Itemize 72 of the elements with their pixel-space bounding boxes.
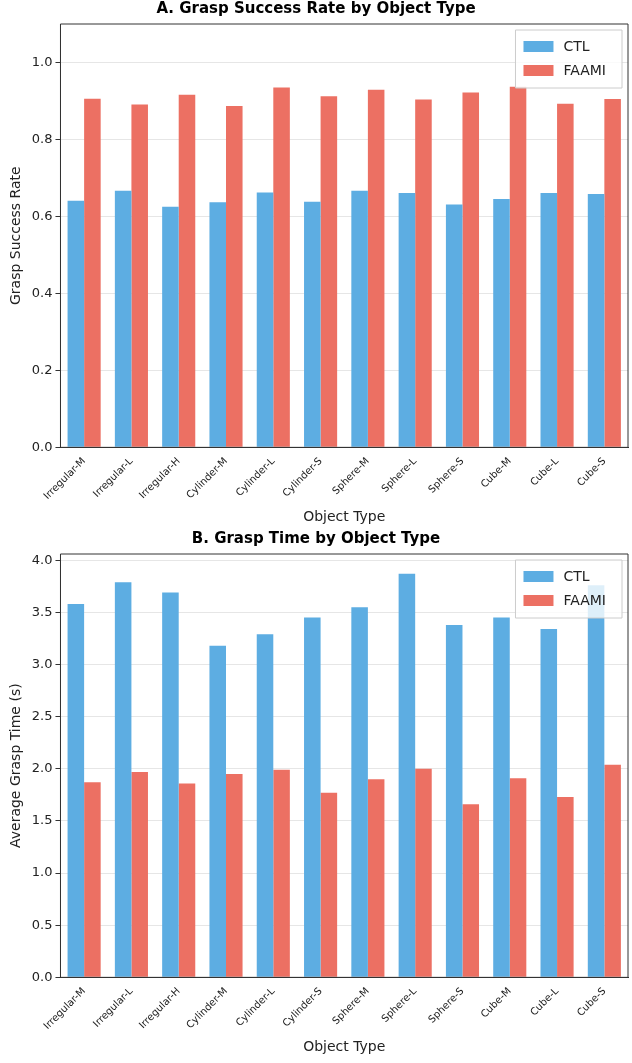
bar [178,783,196,977]
bar [351,607,368,977]
x-axis-title: Object Type [303,508,386,525]
bar [209,202,226,447]
y-tick-label: 1.0 [31,864,53,880]
bar [320,792,338,977]
bar [604,764,621,977]
bar [445,624,463,977]
y-tick-label: 1.5 [31,812,53,828]
bar [351,190,368,447]
y-tick-label: 0.6 [31,207,53,223]
bar [415,99,432,447]
bar [540,192,558,447]
bar [226,774,243,977]
y-axis-title: Grasp Success Rate [7,166,24,306]
y-tick-label: 2.5 [31,708,53,724]
bar [226,105,243,447]
legend-label: FAAMI [563,61,607,78]
legend-label: FAAMI [563,591,607,608]
bar [367,89,385,447]
y-axis-title: Average Grasp Time (s) [7,683,24,849]
y-tick-label: 3.0 [31,655,53,671]
legend-label: CTL [563,37,590,54]
bar [84,782,101,977]
bar [604,99,621,447]
bar [67,200,85,447]
bar [462,804,480,977]
x-axis-title: Object Type [303,1038,386,1055]
bar [67,604,85,977]
bar [493,617,510,977]
bar [509,86,527,447]
y-tick-label: 0.0 [31,968,53,984]
bar [131,771,148,977]
y-tick-label: 0.4 [31,284,53,300]
bar [209,645,226,977]
bar [256,192,274,447]
bar [162,206,179,447]
bar [462,92,480,447]
bar [273,769,290,977]
bar [398,192,416,447]
bar [367,779,385,977]
bar [320,96,338,447]
legend-label: CTL [563,567,590,584]
bar [162,592,179,977]
y-tick-label: 1.0 [31,53,53,69]
bar [178,94,196,447]
bar [398,573,416,977]
bar [587,194,605,447]
y-tick-label: 2.0 [31,760,53,776]
bar [509,778,527,977]
y-tick-label: 3.5 [31,603,53,619]
bar [415,768,432,977]
bar [131,104,148,447]
bar [557,103,574,447]
bar [304,201,321,447]
bar [540,629,558,977]
y-tick-label: 0.0 [31,438,53,454]
chart-title: A. Grasp Success Rate by Object Type [156,0,476,17]
y-tick-label: 0.8 [31,130,53,146]
bar [273,87,290,447]
bar [114,582,132,977]
chart-title: B. Grasp Time by Object Type [191,528,441,547]
bar [304,617,321,977]
y-tick-label: 0.5 [31,916,53,932]
y-tick-label: 4.0 [31,551,53,567]
bar [557,796,574,977]
bar [84,98,101,447]
bar [114,190,132,447]
bar [256,634,274,977]
bar [445,204,463,447]
bar [493,199,510,447]
y-tick-label: 0.2 [31,361,53,377]
